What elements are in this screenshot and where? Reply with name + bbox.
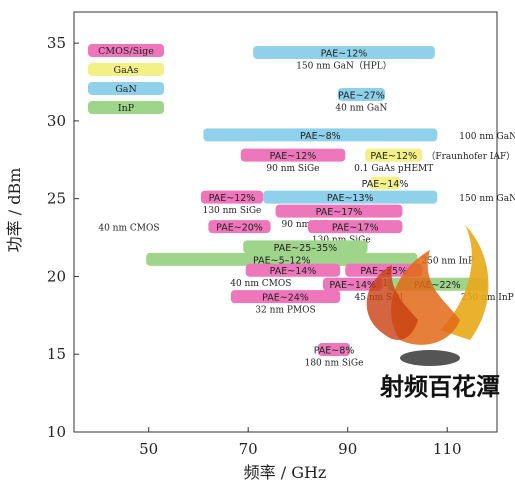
- range-bars: PAE~12%150 nm GaN（HPL）PAE~27%40 nm GaNPA…: [98, 45, 515, 369]
- bar-label: PAE~17%: [332, 223, 379, 234]
- bar-rect: [345, 263, 423, 277]
- bar-note: 90 nm SiGe: [266, 164, 319, 174]
- flame-icon: [366, 265, 418, 340]
- y-tick-label: 30: [47, 112, 66, 130]
- bar-rect: [230, 290, 341, 304]
- axes: 50 70 90 110 10 15 20 25 30 35: [47, 11, 498, 458]
- flame-icon: [440, 225, 489, 340]
- legend-label: GaAs: [114, 65, 139, 76]
- bar-label: PAE~14%: [270, 266, 317, 277]
- legend-entry: CMOS/Sige: [88, 44, 164, 57]
- bar-label: PAE~25–35%: [274, 243, 338, 254]
- y-tick-label: 15: [47, 345, 66, 363]
- legend-swatch: [88, 82, 164, 95]
- bar-note: 180 nm SiGe: [305, 359, 364, 369]
- bar-label: PAE~8%: [300, 131, 341, 142]
- legend-swatch: [88, 101, 164, 114]
- bar-note: 40 nm CMOS: [230, 279, 291, 289]
- bar-rect: [365, 148, 423, 162]
- bar-label: PAE~12%: [270, 151, 317, 162]
- watermark-logo: 射频百花潭: [366, 225, 500, 401]
- bar-label: PAE~13%: [327, 193, 374, 204]
- range-bar: PAE~12%150 nm GaN（HPL）: [253, 45, 435, 71]
- range-bar: PAE~27% 40 nm GaN: [335, 87, 387, 113]
- bar-note: 100 nm GaN: [459, 132, 515, 142]
- range-bar: PAE~20% 40 nm CMOS: [98, 220, 271, 234]
- bar-note: 250 nm InP: [421, 256, 474, 266]
- watermark-text: 射频百花潭: [379, 373, 500, 401]
- bar-rect: [240, 148, 346, 162]
- bar-note: 150 nm GaN: [459, 194, 515, 204]
- bar-note: 40 nm GaN: [335, 103, 387, 113]
- bar-rect: [203, 128, 438, 142]
- range-bar: PAE~14% 40 nm CMOS: [230, 263, 341, 289]
- range-bar: PAE~14%: [362, 176, 409, 190]
- bar-rect: [317, 343, 351, 357]
- bar-label: PAE~20%: [216, 223, 263, 234]
- y-tick-label: 25: [47, 190, 66, 208]
- range-bar: PAE~12% 130 nm SiGe: [200, 190, 264, 216]
- bar-note: 40 nm CMOS: [98, 224, 159, 234]
- bar-rect: [263, 190, 438, 204]
- range-bar: PAE~12% 90 nm SiGe: [240, 148, 346, 174]
- y-tick-label: 20: [47, 267, 66, 285]
- x-tick-label: 70: [239, 440, 258, 458]
- range-bar: PAE~8% 100 nm GaN: [203, 128, 515, 142]
- legend-entry: GaN: [88, 82, 164, 95]
- x-tick-label: 90: [338, 440, 357, 458]
- legend-label: GaN: [115, 84, 137, 95]
- bar-rect: [253, 45, 435, 59]
- range-bar: PAE~25–35%: [243, 240, 368, 254]
- legend-entry: GaAs: [88, 63, 164, 76]
- bar-label: PAE~24%: [262, 293, 309, 304]
- legend-label: InP: [118, 103, 135, 114]
- range-bar: PAE~5–12% 250 nm InP: [146, 252, 474, 266]
- bar-rect: [245, 263, 341, 277]
- range-bar: PAE~8% 180 nm SiGe: [305, 343, 364, 369]
- bar-note: 32 nm PMOS: [255, 306, 315, 316]
- plot-frame: [73, 11, 498, 433]
- bar-label: PAE~12%: [321, 48, 368, 59]
- bar-label: PAE~27%: [338, 90, 385, 101]
- bar-label: PAE~8%: [314, 346, 355, 357]
- legend-label: CMOS/Sige: [98, 46, 154, 57]
- range-bar: PAE~24% 32 nm PMOS: [230, 290, 341, 316]
- bar-label: PAE~14%: [329, 280, 376, 291]
- bar-rect: [370, 176, 400, 190]
- bar-label: PAE~17%: [316, 207, 363, 218]
- bar-rect: [337, 87, 386, 101]
- bar-note: 0.1 GaAs pHEMT: [354, 164, 433, 174]
- disc-icon: [400, 350, 460, 366]
- bar-label: PAE~22%: [414, 280, 461, 291]
- bar-rect: [208, 220, 271, 234]
- range-bar: PAE~12% 0.1 GaAs pHEMT （Fraunhofer IAF）: [354, 148, 515, 174]
- x-axis-label: 频率 / GHz: [244, 463, 327, 482]
- bar-label: PAE~12%: [209, 193, 256, 204]
- bar-rect: [275, 204, 403, 218]
- y-tick-label: 35: [47, 34, 66, 52]
- bar-rect: [200, 190, 264, 204]
- bar-note-extra: （Fraunhofer IAF）: [426, 151, 515, 162]
- bar-label: PAE~5–12%: [253, 255, 311, 266]
- bar-rect: [243, 240, 368, 254]
- bar-label: PAE~12%: [370, 151, 417, 162]
- x-tick-label: 50: [139, 440, 158, 458]
- x-tick-label: 110: [433, 440, 462, 458]
- y-tick-label: 10: [47, 423, 66, 441]
- legend-swatch: [88, 63, 164, 76]
- bar-rect: [322, 277, 383, 291]
- bar-note: 130 nm SiGe: [203, 206, 262, 216]
- bar-rect: [146, 252, 418, 266]
- bar-label: PAE~14%: [362, 179, 409, 190]
- range-bar: PAE~13% 150 nm GaN: [263, 190, 515, 204]
- bar-note: 150 nm GaN（HPL）: [296, 60, 392, 71]
- legend: CMOS/Sige GaAs GaN InP: [88, 44, 164, 114]
- legend-entry: InP: [88, 101, 164, 114]
- legend-swatch: [88, 44, 164, 57]
- y-axis-label: 功率 / dBm: [5, 168, 24, 253]
- bar-rect: [307, 220, 403, 234]
